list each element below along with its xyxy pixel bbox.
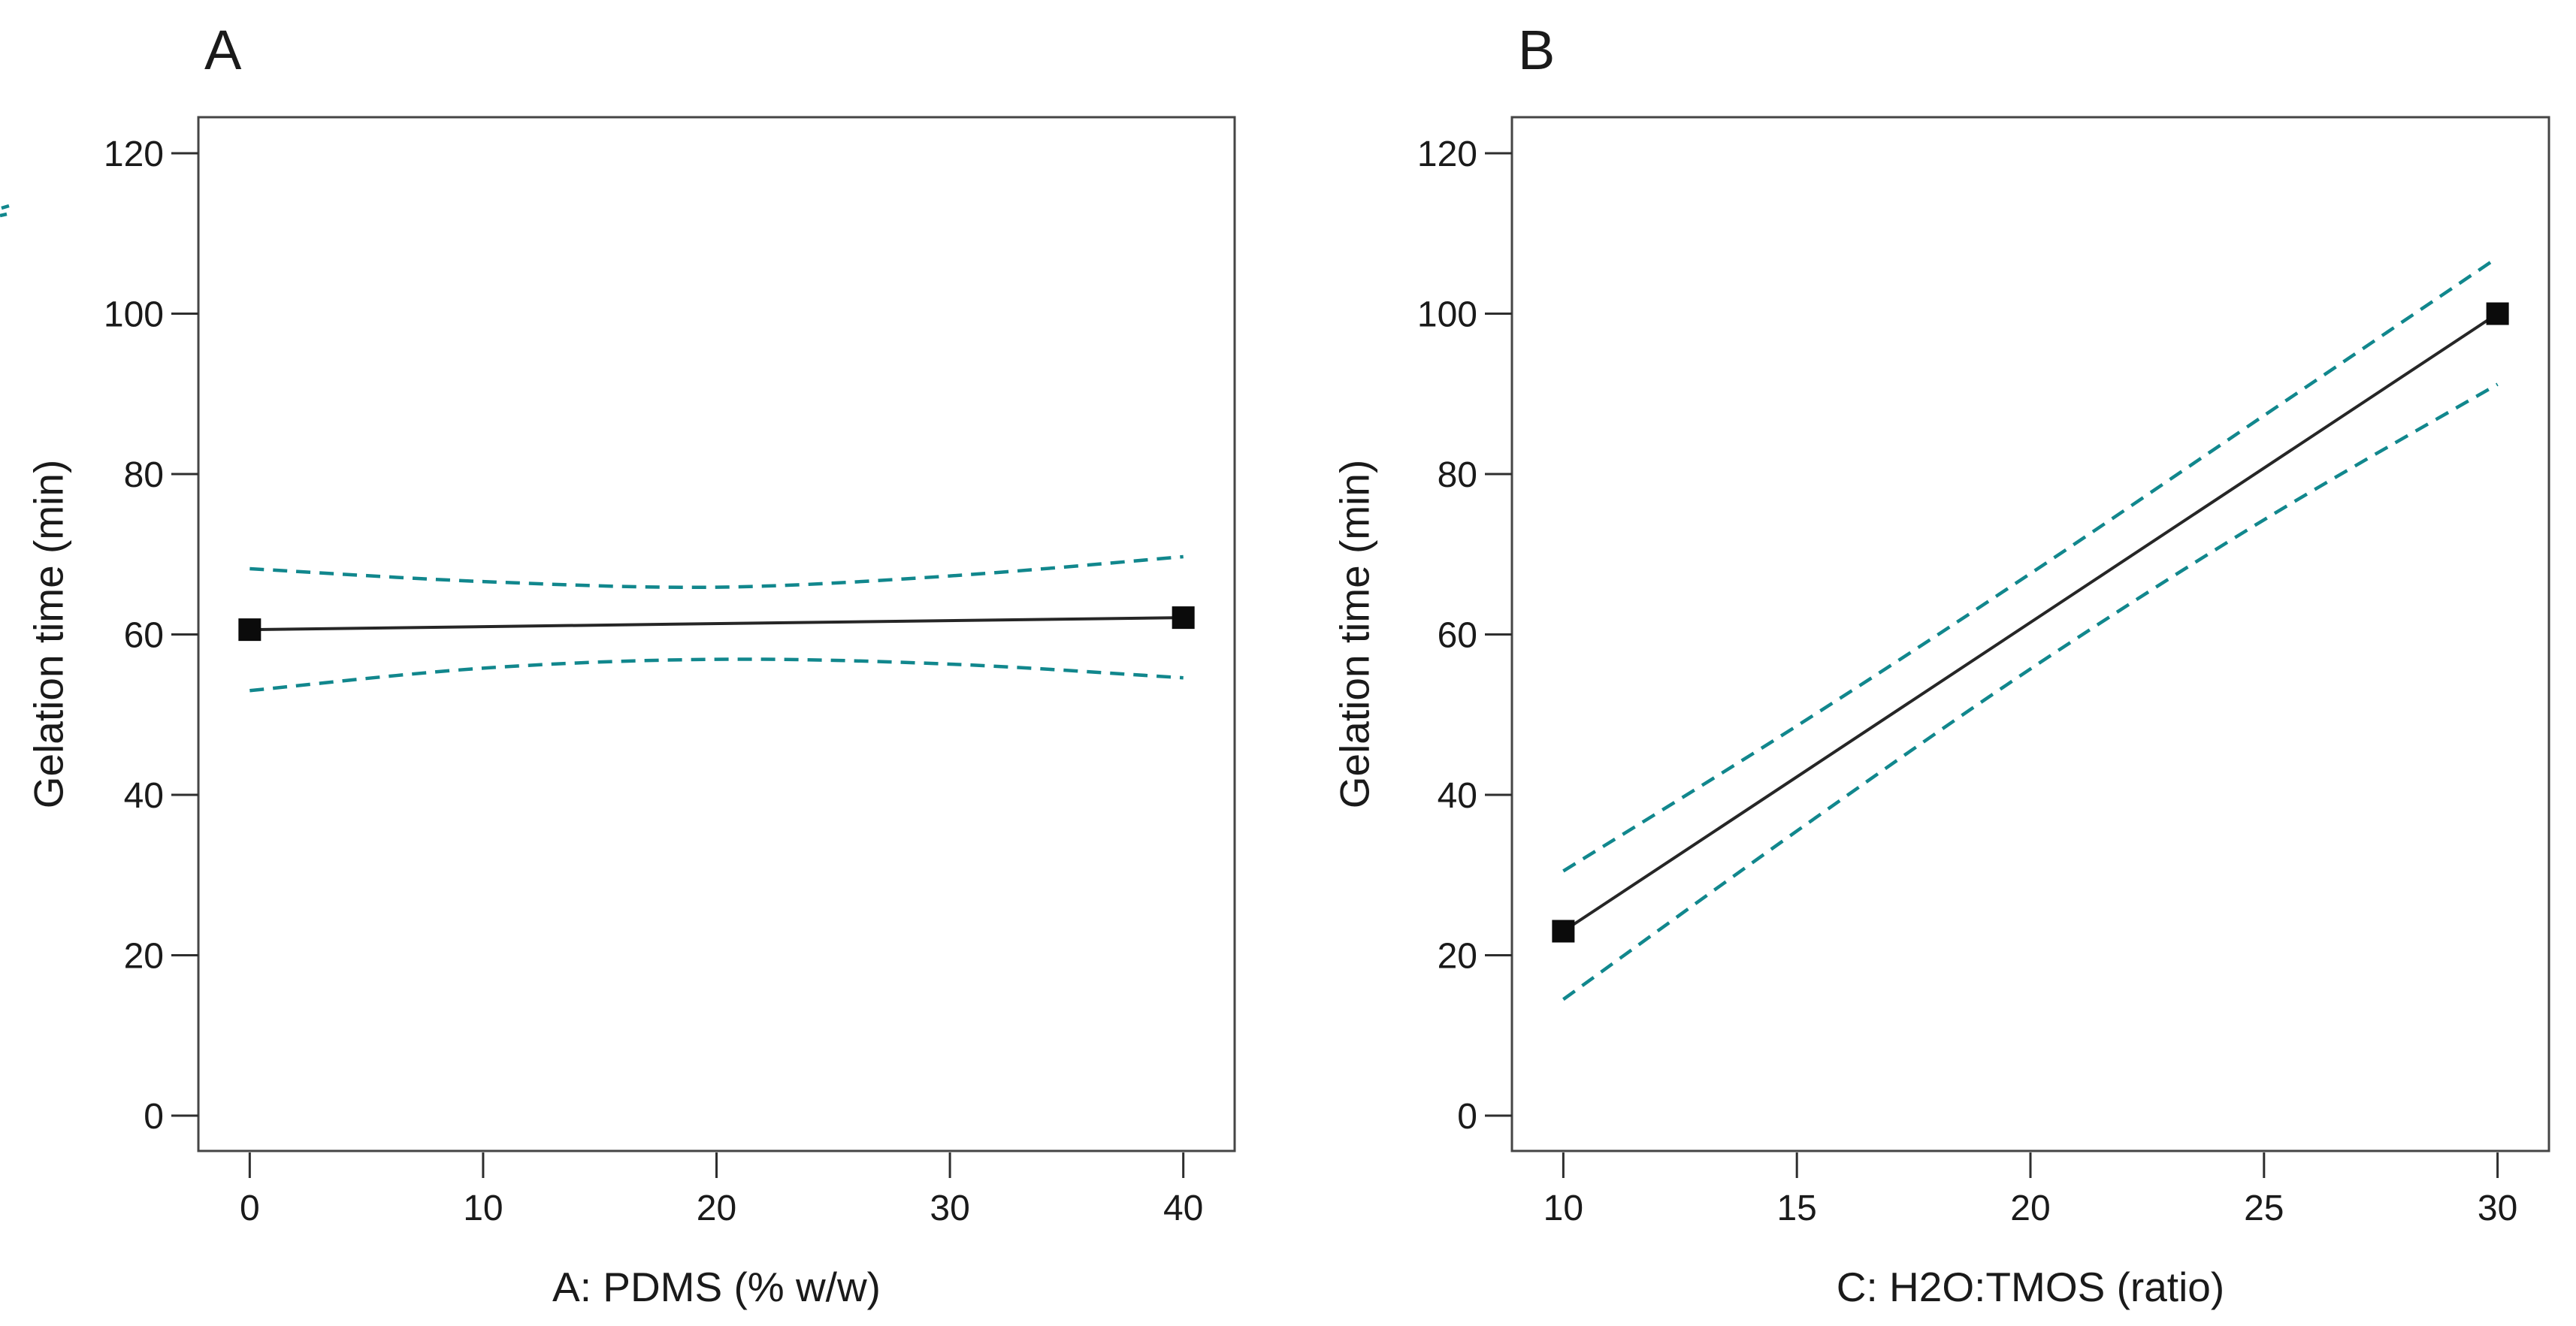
- predicted-mean-line: [249, 616, 1184, 632]
- y-tick-label: 40: [124, 776, 164, 816]
- x-tick-label: 10: [1543, 1189, 1583, 1228]
- y-tick-label: 0: [144, 1097, 164, 1137]
- design-point-marker: [2486, 302, 2509, 325]
- design-point-marker: [238, 618, 262, 642]
- x-axis-title: C: H2O:TMOS (ratio): [1837, 1264, 2224, 1310]
- x-tick-label: 0: [240, 1189, 260, 1228]
- panel-a: 120 100 80 60 40 20 0 0 10 20 30 40 A A: PDMS (% w/w)…: [25, 19, 1236, 1310]
- x-tick-label: 20: [697, 1189, 736, 1228]
- plot-frame: [1510, 116, 2550, 1152]
- x-tick-label: 25: [2244, 1189, 2284, 1228]
- x-tick-label: 20: [2010, 1189, 2050, 1228]
- x-tick-label: 10: [463, 1189, 503, 1228]
- y-tick-label: 120: [104, 134, 164, 174]
- y-tick-label: 120: [1417, 134, 1477, 174]
- panel-b: 120 100 80 60 40 20 0 10 15 20 25 30 B C: H2O:TMOS (r…: [1331, 19, 2550, 1310]
- ci-upper-band: [1562, 255, 2499, 873]
- y-tick-label: 80: [124, 455, 164, 495]
- plot-frame: [197, 116, 1236, 1152]
- y-tick-label: 60: [124, 615, 164, 655]
- x-tick-label: 15: [1776, 1189, 1816, 1228]
- y-tick-label: 100: [104, 294, 164, 334]
- y-tick-label: 20: [124, 936, 164, 976]
- predicted-mean-line: [1562, 312, 2499, 933]
- panel-letter-a: A: [204, 19, 242, 81]
- y-tick-label: 20: [1438, 936, 1477, 976]
- design-point-marker: [1552, 920, 1575, 943]
- x-axis-title: A: PDMS (% w/w): [552, 1264, 881, 1310]
- design-point-marker: [1172, 606, 1195, 630]
- y-axis-title: Gelation time (min): [25, 460, 71, 809]
- y-tick-label: 100: [1417, 294, 1477, 334]
- panel-letter-b: B: [1518, 19, 1555, 81]
- ci-lower-band: [1562, 382, 2499, 1001]
- y-axis-title: Gelation time (min): [1331, 460, 1377, 809]
- x-tick-label: 40: [1163, 1189, 1203, 1228]
- y-tick-label: 40: [1438, 776, 1477, 816]
- x-tick-label: 30: [930, 1189, 969, 1228]
- x-tick-label: 30: [2478, 1189, 2517, 1228]
- ci-lower-band: [249, 657, 1184, 693]
- y-tick-label: 80: [1438, 455, 1477, 495]
- edge-artifact-dashes: [0, 204, 10, 218]
- ci-upper-band: [249, 554, 1184, 590]
- y-tick-label: 60: [1438, 615, 1477, 655]
- y-tick-label: 0: [1457, 1097, 1477, 1137]
